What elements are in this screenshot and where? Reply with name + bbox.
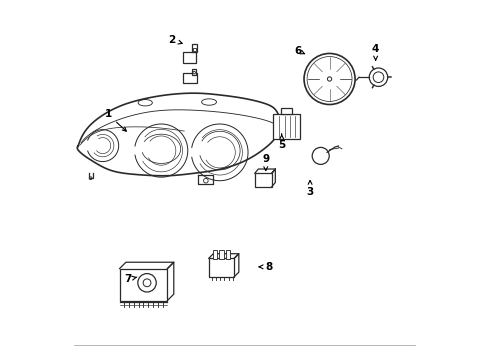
- Text: 8: 8: [259, 262, 272, 272]
- Text: 3: 3: [306, 180, 313, 197]
- FancyBboxPatch shape: [192, 44, 196, 53]
- FancyBboxPatch shape: [272, 114, 299, 139]
- FancyBboxPatch shape: [225, 250, 229, 259]
- FancyBboxPatch shape: [208, 258, 234, 277]
- Text: 4: 4: [371, 44, 379, 60]
- Text: 2: 2: [168, 35, 182, 45]
- FancyBboxPatch shape: [254, 173, 271, 187]
- FancyBboxPatch shape: [281, 108, 291, 114]
- FancyBboxPatch shape: [219, 250, 223, 259]
- FancyBboxPatch shape: [192, 69, 196, 76]
- FancyBboxPatch shape: [212, 250, 217, 259]
- FancyBboxPatch shape: [119, 269, 167, 301]
- Text: 9: 9: [262, 154, 269, 171]
- Text: 6: 6: [293, 46, 304, 56]
- FancyBboxPatch shape: [183, 73, 196, 83]
- Text: 5: 5: [278, 134, 285, 149]
- Text: 1: 1: [104, 109, 126, 131]
- FancyBboxPatch shape: [193, 48, 195, 51]
- FancyBboxPatch shape: [183, 53, 196, 63]
- Text: 7: 7: [123, 274, 137, 284]
